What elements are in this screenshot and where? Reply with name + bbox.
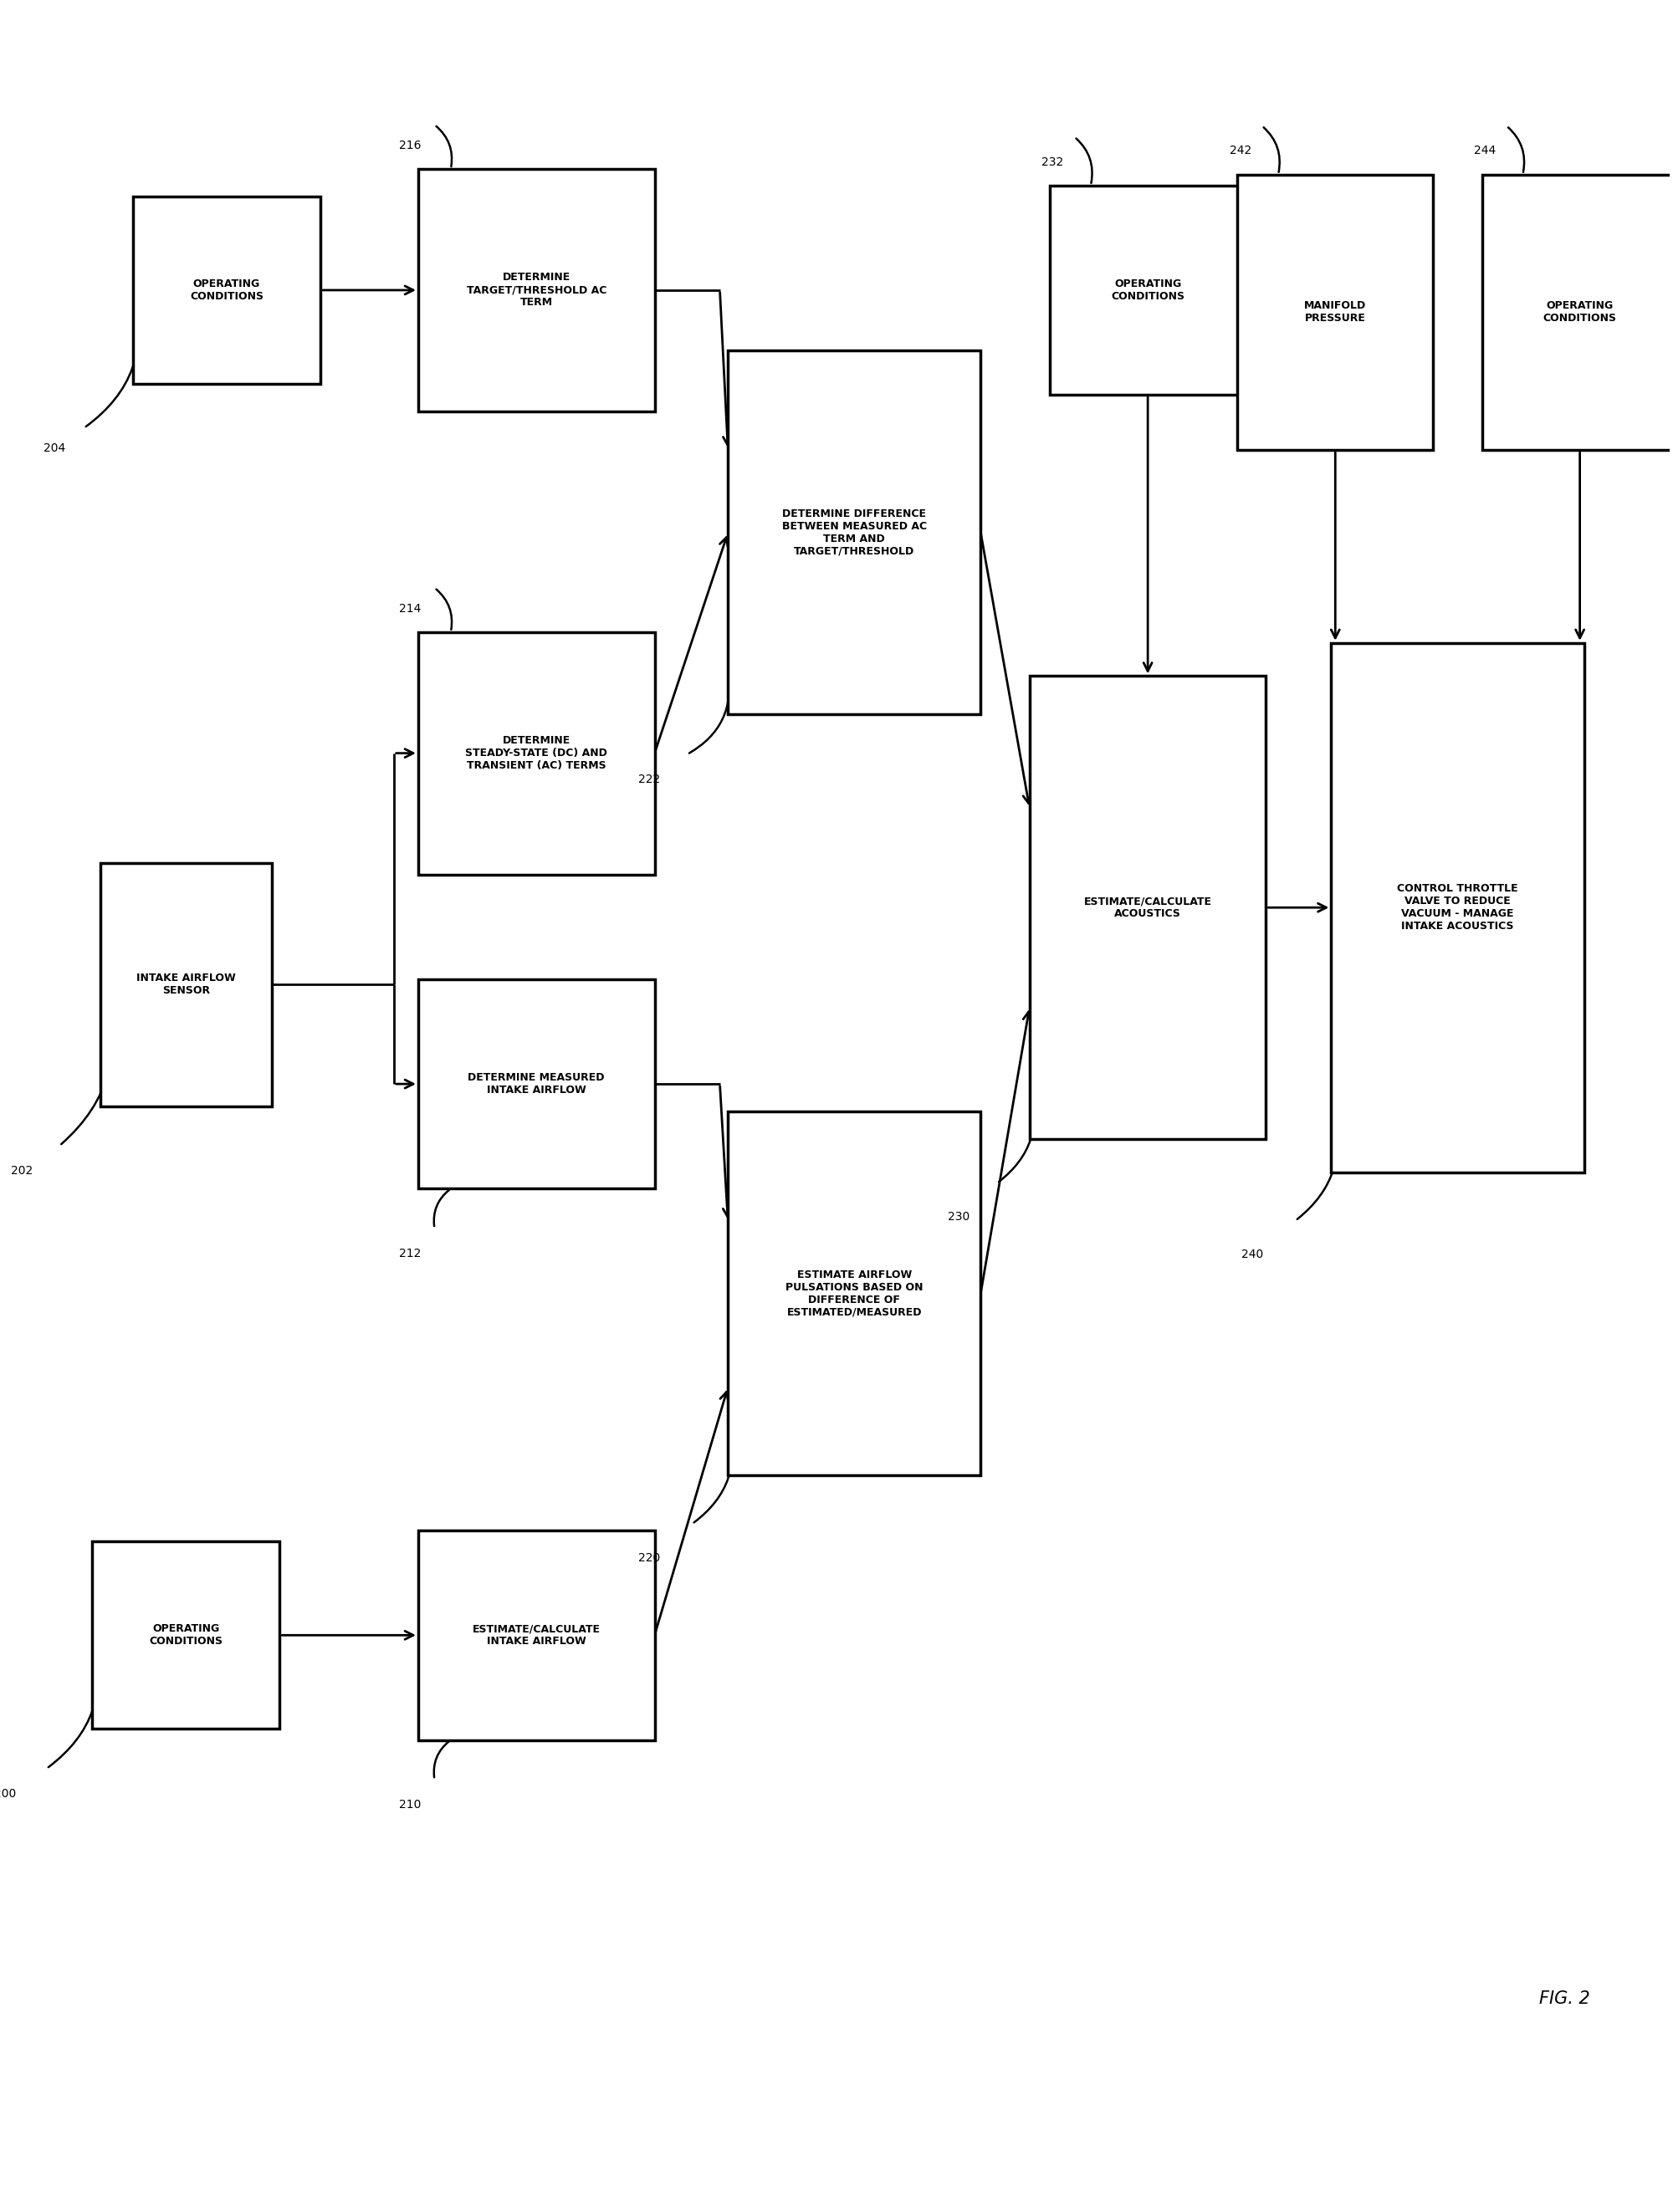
Text: DETERMINE DIFFERENCE
BETWEEN MEASURED AC
TERM AND
TARGET/THRESHOLD: DETERMINE DIFFERENCE BETWEEN MEASURED AC… xyxy=(781,509,927,557)
Text: OPERATING
CONDITIONS: OPERATING CONDITIONS xyxy=(189,279,263,301)
FancyBboxPatch shape xyxy=(1332,644,1584,1172)
FancyBboxPatch shape xyxy=(1482,175,1673,449)
Text: 212: 212 xyxy=(398,1248,420,1259)
Text: 220: 220 xyxy=(639,1553,661,1564)
FancyBboxPatch shape xyxy=(418,980,654,1188)
Text: FIG. 2: FIG. 2 xyxy=(1539,1991,1589,2008)
Text: 216: 216 xyxy=(398,139,422,150)
Text: 230: 230 xyxy=(949,1212,970,1223)
Text: OPERATING
CONDITIONS: OPERATING CONDITIONS xyxy=(1111,279,1184,301)
FancyBboxPatch shape xyxy=(418,168,654,411)
Text: 214: 214 xyxy=(398,602,420,615)
Text: ESTIMATE/CALCULATE
INTAKE AIRFLOW: ESTIMATE/CALCULATE INTAKE AIRFLOW xyxy=(472,1624,601,1648)
Text: INTAKE AIRFLOW
SENSOR: INTAKE AIRFLOW SENSOR xyxy=(136,973,236,995)
Text: 202: 202 xyxy=(10,1166,32,1177)
Text: 232: 232 xyxy=(1042,157,1064,168)
Text: OPERATING
CONDITIONS: OPERATING CONDITIONS xyxy=(149,1624,223,1648)
FancyBboxPatch shape xyxy=(1029,677,1266,1139)
FancyBboxPatch shape xyxy=(418,633,654,874)
Text: ESTIMATE/CALCULATE
ACOUSTICS: ESTIMATE/CALCULATE ACOUSTICS xyxy=(1084,896,1211,920)
FancyBboxPatch shape xyxy=(728,1110,980,1475)
Text: 210: 210 xyxy=(398,1798,420,1809)
Text: 242: 242 xyxy=(1230,146,1251,157)
FancyBboxPatch shape xyxy=(92,1542,279,1730)
Text: 244: 244 xyxy=(1474,146,1496,157)
Text: DETERMINE
STEADY-STATE (DC) AND
TRANSIENT (AC) TERMS: DETERMINE STEADY-STATE (DC) AND TRANSIEN… xyxy=(465,734,607,772)
Text: 200: 200 xyxy=(0,1787,17,1801)
Text: 240: 240 xyxy=(1241,1248,1263,1261)
Text: CONTROL THROTTLE
VALVE TO REDUCE
VACUUM - MANAGE
INTAKE ACOUSTICS: CONTROL THROTTLE VALVE TO REDUCE VACUUM … xyxy=(1397,883,1517,931)
Text: DETERMINE
TARGET/THRESHOLD AC
TERM: DETERMINE TARGET/THRESHOLD AC TERM xyxy=(467,272,606,307)
FancyBboxPatch shape xyxy=(1238,175,1434,449)
Text: 222: 222 xyxy=(639,774,661,785)
FancyBboxPatch shape xyxy=(728,352,980,714)
Text: 204: 204 xyxy=(43,442,65,453)
FancyBboxPatch shape xyxy=(418,1531,654,1741)
Text: MANIFOLD
PRESSURE: MANIFOLD PRESSURE xyxy=(1305,301,1367,323)
Text: OPERATING
CONDITIONS: OPERATING CONDITIONS xyxy=(1543,301,1616,323)
FancyBboxPatch shape xyxy=(100,863,271,1106)
Text: DETERMINE MEASURED
INTAKE AIRFLOW: DETERMINE MEASURED INTAKE AIRFLOW xyxy=(468,1073,604,1095)
FancyBboxPatch shape xyxy=(1051,186,1246,396)
Text: ESTIMATE AIRFLOW
PULSATIONS BASED ON
DIFFERENCE OF
ESTIMATED/MEASURED: ESTIMATE AIRFLOW PULSATIONS BASED ON DIF… xyxy=(786,1270,923,1318)
FancyBboxPatch shape xyxy=(132,197,321,385)
